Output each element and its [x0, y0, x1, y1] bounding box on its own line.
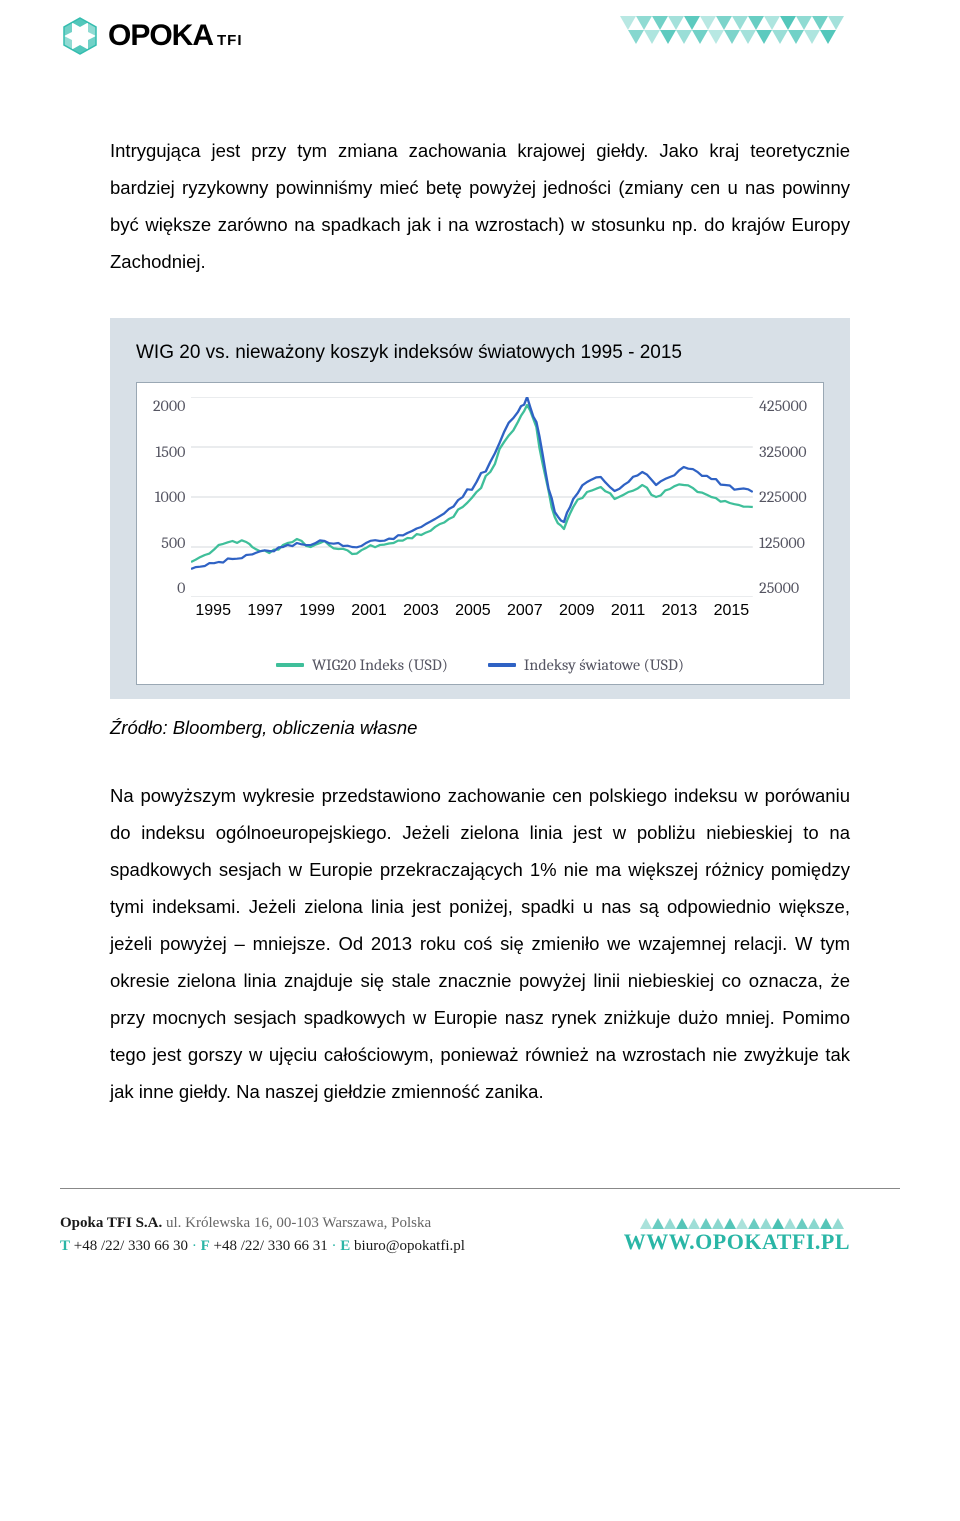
fax-number: +48 /22/ 330 66 31 — [213, 1238, 327, 1254]
email-label: E — [340, 1238, 350, 1254]
y-left-tick: 2000 — [153, 397, 185, 415]
footer-company: Opoka TFI S.A. — [60, 1215, 162, 1231]
x-tick: 2007 — [507, 602, 543, 644]
footer-address-text: ul. Królewska 16, 00-103 Warszawa, Polsk… — [166, 1215, 431, 1231]
y-left-tick: 1000 — [153, 488, 185, 506]
x-tick: 2015 — [714, 602, 750, 644]
chart-source: Źródło: Bloomberg, obliczenia własne — [110, 717, 850, 739]
brand-logo: OPOKATFI — [60, 16, 243, 56]
phone-number: +48 /22/ 330 66 30 — [74, 1238, 188, 1254]
y-left-tick: 500 — [153, 534, 185, 552]
chart-title: WIG 20 vs. nieważony koszyk indeksów świ… — [136, 342, 824, 364]
website-url: WWW.OPOKATFI.PL — [624, 1229, 850, 1255]
x-tick: 2003 — [403, 602, 439, 644]
x-tick: 2013 — [662, 602, 698, 644]
x-axis: 1995 1997 1999 2001 2003 2005 2007 2009 2011 2013… — [191, 602, 753, 644]
triangle-pattern-small-icon — [640, 1207, 850, 1229]
x-tick: 2009 — [559, 602, 595, 644]
page-footer: Opoka TFI S.A. ul. Królewska 16, 00-103 … — [0, 1197, 960, 1279]
phone-label: T — [60, 1238, 70, 1254]
footer-website: WWW.OPOKATFI.PL — [624, 1207, 850, 1255]
y-left-tick: 0 — [153, 579, 185, 597]
fax-label: F — [201, 1238, 210, 1254]
chart-legend: WIG20 Indeks (USD) Indeksy światowe (USD) — [153, 656, 807, 674]
legend-label: WIG20 Indeks (USD) — [312, 656, 448, 674]
footer-divider — [60, 1188, 900, 1189]
page-header: OPOKATFI — [0, 0, 960, 72]
brand-suffix: TFI — [217, 32, 243, 49]
x-tick: 1999 — [299, 602, 335, 644]
brand-name: OPOKA — [108, 19, 213, 52]
y-left-tick: 1500 — [153, 443, 185, 461]
chart-box: 2000 1500 1000 500 0 1995 1997 1999 2001 2003 200… — [136, 382, 824, 685]
y-right-tick: 425000 — [759, 397, 807, 415]
email-address: biuro@opokatfi.pl — [354, 1238, 465, 1254]
y-right-tick: 125000 — [759, 534, 807, 552]
chart-section: WIG 20 vs. nieważony koszyk indeksów świ… — [110, 318, 850, 699]
x-tick: 2005 — [455, 602, 491, 644]
y-right-tick: 25000 — [759, 579, 807, 597]
x-tick: 2001 — [351, 602, 387, 644]
hex-icon — [60, 16, 100, 56]
y-right-tick: 325000 — [759, 443, 807, 461]
main-content: Intrygująca jest przy tym zmiana zachowa… — [0, 72, 960, 1188]
y-axis-right: 425000 325000 225000 125000 25000 — [753, 397, 807, 597]
x-tick: 2011 — [611, 602, 645, 644]
legend-swatch — [488, 663, 516, 667]
footer-address: Opoka TFI S.A. ul. Królewska 16, 00-103 … — [60, 1215, 465, 1255]
paragraph-2: Na powyższym wykresie przedstawiono zach… — [110, 777, 850, 1110]
x-tick: 1995 — [195, 602, 231, 644]
legend-item: Indeksy światowe (USD) — [488, 656, 684, 674]
legend-swatch — [276, 663, 304, 667]
triangle-pattern-icon — [620, 16, 850, 72]
paragraph-1: Intrygująca jest przy tym zmiana zachowa… — [110, 132, 850, 280]
y-right-tick: 225000 — [759, 488, 807, 506]
plot-area: 1995 1997 1999 2001 2003 2005 2007 2009 2011 2013… — [191, 397, 753, 644]
x-tick: 1997 — [247, 602, 283, 644]
legend-item: WIG20 Indeks (USD) — [276, 656, 448, 674]
y-axis-left: 2000 1500 1000 500 0 — [153, 397, 191, 597]
legend-label: Indeksy światowe (USD) — [524, 656, 684, 674]
